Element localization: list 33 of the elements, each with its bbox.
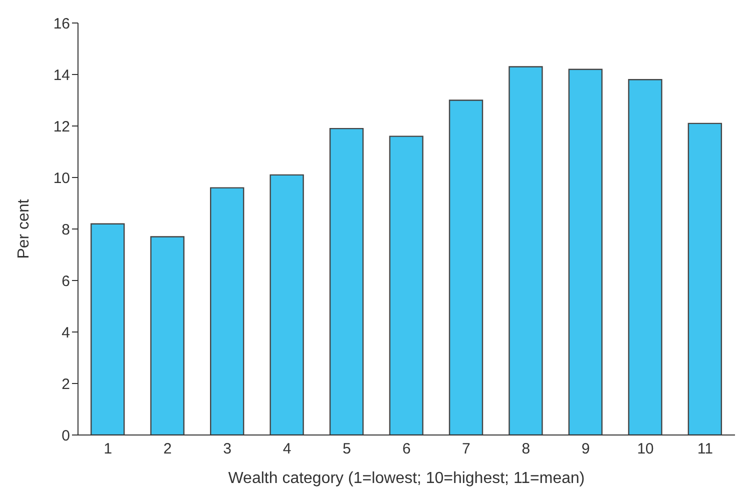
x-tick-label: 5 — [342, 440, 351, 458]
x-tick-label: 3 — [223, 440, 232, 458]
bar — [150, 236, 184, 435]
y-tick-label: 4 — [62, 324, 70, 342]
bar — [448, 100, 484, 435]
x-tick-label: 9 — [582, 440, 590, 458]
bar — [568, 68, 603, 435]
x-tick-label: 8 — [522, 440, 530, 458]
y-tick-label: 8 — [62, 221, 70, 238]
x-tick-label: 6 — [402, 440, 411, 458]
bar — [210, 187, 244, 435]
y-tick-label: 2 — [62, 376, 70, 393]
bar — [389, 136, 424, 435]
x-tick-label: 10 — [637, 440, 654, 458]
x-tick-label: 4 — [282, 440, 292, 458]
y-tick-label: 12 — [53, 118, 70, 136]
x-tick-label: 1 — [104, 440, 112, 458]
y-tick-label: 10 — [53, 170, 70, 187]
bar — [329, 128, 364, 435]
bar — [270, 174, 304, 435]
y-tick-label: 0 — [62, 427, 70, 444]
y-tick-label: 6 — [62, 272, 70, 290]
y-tick-label: 14 — [53, 66, 70, 84]
x-tick-label: 7 — [462, 440, 470, 458]
x-axis-title: Wealth category (1=lowest; 10=highest; 11=mean) — [228, 470, 585, 487]
bar — [90, 223, 125, 435]
bar — [508, 66, 543, 435]
bar — [688, 122, 722, 435]
y-tick-label: 16 — [53, 15, 70, 32]
bar — [628, 79, 662, 435]
y-axis-title: Per cent — [16, 198, 33, 259]
x-tick-label: 11 — [697, 440, 713, 458]
x-tick-label: 2 — [163, 440, 172, 458]
